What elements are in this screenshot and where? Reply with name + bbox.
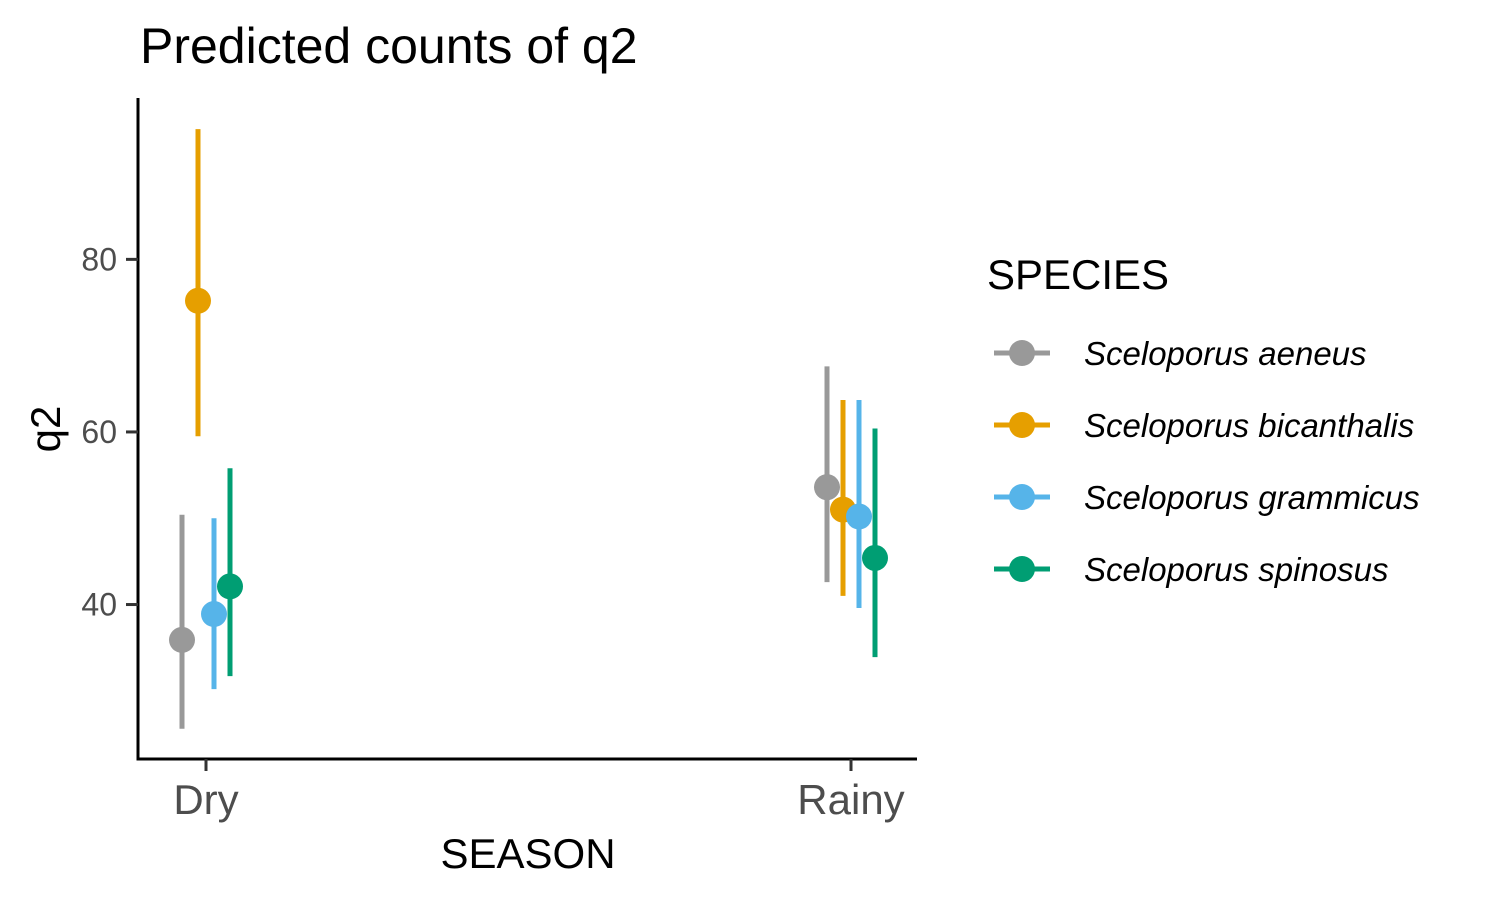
- chart-title: Predicted counts of q2: [140, 18, 638, 74]
- legend-key-point: [1009, 556, 1035, 582]
- legend-key-point: [1009, 412, 1035, 438]
- legend-items: Sceloporus aeneus Sceloporus bicanthalis S…: [994, 335, 1420, 588]
- legend: SPECIES Sceloporus aeneus Sceloporus bica…: [987, 251, 1420, 588]
- data-point: [846, 503, 872, 530]
- y-ticks: 40 60 80: [81, 241, 138, 623]
- data-point: [814, 474, 840, 501]
- data-point: [169, 626, 195, 653]
- legend-label: Sceloporus bicanthalis: [1084, 407, 1414, 444]
- legend-label: Sceloporus spinosus: [1084, 551, 1389, 588]
- y-axis-title: q2: [22, 406, 69, 453]
- data-point: [862, 544, 888, 571]
- x-axis-title: SEASON: [440, 830, 615, 877]
- legend-label: Sceloporus aeneus: [1084, 335, 1367, 372]
- x-ticks: Dry Rainy: [173, 759, 905, 823]
- y-tick-label: 80: [81, 241, 117, 277]
- data-point: [217, 573, 243, 600]
- legend-key-point: [1009, 484, 1035, 510]
- legend-label: Sceloporus grammicus: [1084, 479, 1420, 516]
- legend-item: Sceloporus grammicus: [994, 479, 1420, 516]
- y-tick-label: 40: [81, 587, 117, 623]
- legend-item: Sceloporus bicanthalis: [994, 407, 1414, 444]
- data-point: [185, 287, 211, 314]
- legend-key-point: [1009, 340, 1035, 366]
- legend-item: Sceloporus aeneus: [994, 335, 1367, 372]
- x-tick-label: Rainy: [797, 776, 904, 823]
- data-marks: [169, 129, 888, 729]
- y-tick-label: 60: [81, 414, 117, 450]
- legend-item: Sceloporus spinosus: [994, 551, 1389, 588]
- x-tick-label: Dry: [173, 776, 238, 823]
- legend-title: SPECIES: [987, 251, 1169, 298]
- plot-area: 40 60 80 Dry Rainy: [81, 98, 917, 823]
- data-point: [201, 601, 227, 628]
